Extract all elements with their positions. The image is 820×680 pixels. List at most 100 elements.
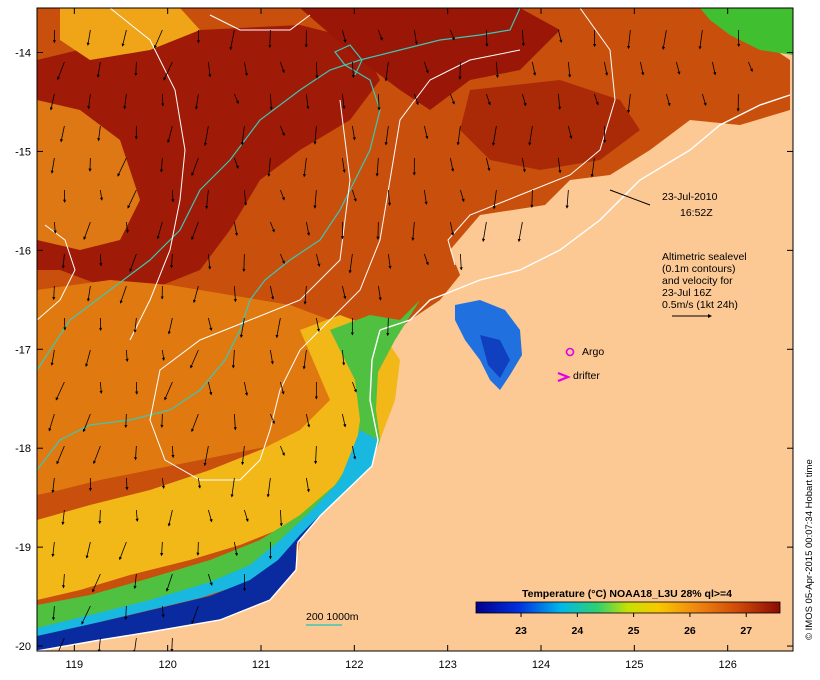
velocity-arrow xyxy=(243,509,249,522)
latitude-axis: -14 -15 -16 -17 -18 -19 -20 xyxy=(15,48,793,653)
velocity-arrow xyxy=(266,477,271,498)
date-pointer-line xyxy=(609,189,651,206)
velocity-arrow xyxy=(269,349,274,365)
velocity-arrow xyxy=(305,221,311,236)
lat-tick-label: -14 xyxy=(15,48,31,60)
velocity-arrow xyxy=(119,541,127,561)
velocity-arrow xyxy=(242,253,246,272)
velocity-arrow xyxy=(229,29,235,51)
velocity-arrow xyxy=(197,477,202,489)
altimetry-line-2: (0.1m contours) xyxy=(662,263,736,275)
velocity-arrow xyxy=(748,61,753,73)
velocity-arrow xyxy=(557,157,562,174)
velocity-arrow xyxy=(49,93,55,111)
velocity-arrow xyxy=(341,349,346,366)
lon-tick-label: 124 xyxy=(532,659,550,671)
velocity-arrow xyxy=(121,29,127,47)
velocity-arrow xyxy=(135,509,139,522)
velocity-arrow xyxy=(701,93,707,107)
velocity-arrow xyxy=(241,445,245,466)
velocity-arrow xyxy=(313,125,317,145)
ocean-yellow-inshore xyxy=(37,315,400,600)
velocity-arrow xyxy=(61,253,65,269)
velocity-arrow xyxy=(275,317,281,339)
velocity-arrow xyxy=(495,61,499,79)
colorbar-tick-label: 27 xyxy=(740,625,752,637)
ocean-orange-upper xyxy=(37,100,140,250)
velocity-arrow xyxy=(530,189,534,208)
velocity-arrow xyxy=(567,61,572,78)
velocity-arrow xyxy=(280,253,285,265)
velocity-arrow xyxy=(192,285,199,304)
velocity-arrow xyxy=(50,349,55,366)
velocity-arrow xyxy=(233,157,239,169)
map-time: 16:52Z xyxy=(680,207,713,219)
velocity-arrow xyxy=(315,253,321,267)
velocity-arrow xyxy=(531,61,537,76)
velocity-arrow xyxy=(413,93,419,106)
velocity-arrow xyxy=(351,125,356,141)
velocity-arrow xyxy=(661,29,667,50)
velocity-arrow xyxy=(125,349,129,362)
velocity-arrow xyxy=(603,61,609,76)
velocity-arrow xyxy=(626,93,631,114)
velocity-arrow xyxy=(315,317,321,333)
coastline xyxy=(379,94,791,331)
ocean-dark-red-east xyxy=(460,80,640,170)
velocity-arrow xyxy=(124,413,128,429)
ocean-dark-red-north xyxy=(300,8,560,110)
colorbar-tick-label: 26 xyxy=(684,625,696,637)
velocity-arrow xyxy=(165,573,173,592)
velocity-arrow xyxy=(411,221,415,241)
credit-label: © IMOS 05-Apr-2015 00:07:34 Hobart time xyxy=(804,459,815,640)
lat-tick-label: -16 xyxy=(15,245,31,257)
velocity-arrow xyxy=(590,157,595,178)
velocity-arrow xyxy=(233,541,238,557)
velocity-arrow xyxy=(170,253,174,269)
drifter-label: drifter xyxy=(573,370,600,382)
velocity-arrow xyxy=(99,381,103,394)
velocity-arrow xyxy=(305,477,310,493)
velocity-arrow xyxy=(50,157,55,174)
velocity-arrow xyxy=(456,125,461,146)
sealevel-contour-4 xyxy=(447,8,616,266)
velocity-arrow xyxy=(698,29,703,50)
velocity-arrow xyxy=(665,93,671,107)
velocity-arrow xyxy=(207,509,213,523)
velocity-arrow xyxy=(205,189,209,210)
velocity-arrow xyxy=(61,573,66,589)
velocity-arrow xyxy=(203,445,209,467)
velocity-arrow xyxy=(55,381,65,401)
velocity-arrow xyxy=(159,157,164,173)
colorbar-tick-label: 23 xyxy=(515,625,527,637)
sealevel-contour-1 xyxy=(37,224,76,321)
velocity-arrow xyxy=(341,285,347,300)
isobath-200m xyxy=(37,8,521,371)
velocity-arrow xyxy=(593,93,599,106)
velocity-arrow xyxy=(413,29,418,45)
velocity-arrow xyxy=(99,253,103,267)
velocity-arrow xyxy=(387,253,392,270)
velocity-arrow xyxy=(305,413,311,428)
lon-tick-label: 119 xyxy=(66,659,84,671)
velocity-arrow xyxy=(133,637,137,651)
velocity-arrow xyxy=(387,189,392,206)
velocity-arrow xyxy=(450,29,455,41)
drifter-marker-icon xyxy=(557,371,571,383)
velocity-arrow xyxy=(491,125,497,146)
velocity-arrow xyxy=(481,221,487,242)
velocity-arrow xyxy=(557,93,562,110)
velocity-arrow xyxy=(230,477,235,498)
velocity-arrow xyxy=(86,285,91,302)
velocity-arrow xyxy=(127,189,137,209)
velocity-arrow xyxy=(485,157,491,172)
velocity-arrow xyxy=(161,93,165,107)
velocity-arrow xyxy=(133,317,137,333)
velocity-arrow xyxy=(449,221,455,236)
velocity-arrow xyxy=(711,61,717,76)
velocity-arrow xyxy=(279,381,285,395)
colorbar-ticks: 23 24 25 26 27 xyxy=(515,613,752,637)
ocean-yellow-north xyxy=(60,8,200,60)
velocity-arrow xyxy=(203,125,209,147)
velocity-arrow xyxy=(48,413,55,432)
